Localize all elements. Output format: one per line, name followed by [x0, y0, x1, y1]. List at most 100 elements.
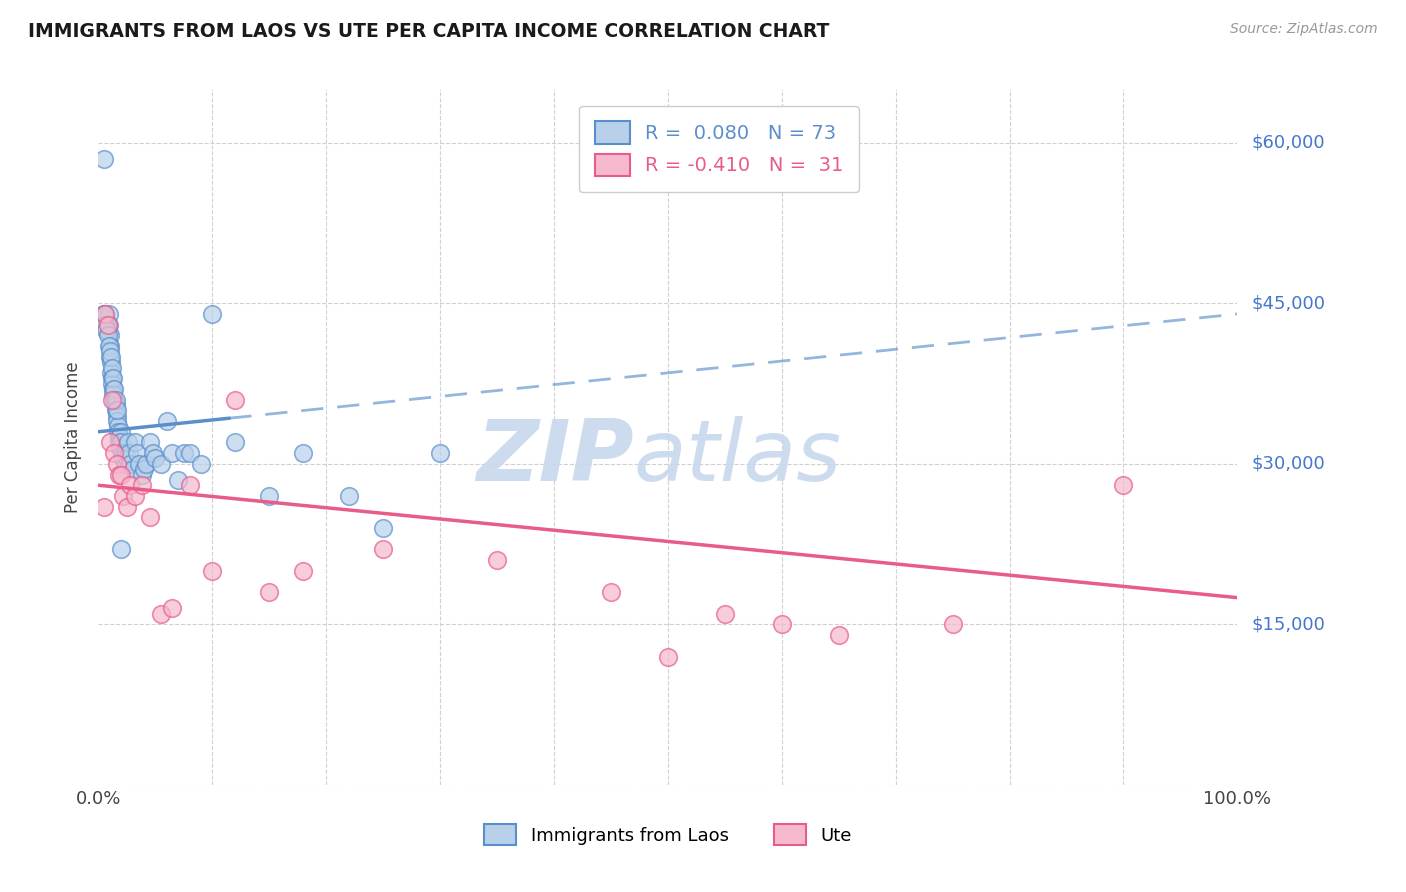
Point — [132, 462, 155, 476]
Point — [142, 446, 165, 460]
Point — [292, 446, 315, 460]
Point — [93, 307, 115, 321]
Point — [108, 467, 131, 482]
Point — [107, 419, 129, 434]
Point — [93, 500, 115, 514]
Point — [108, 441, 131, 455]
Point — [96, 318, 118, 332]
Text: IMMIGRANTS FROM LAOS VS UTE PER CAPITA INCOME CORRELATION CHART: IMMIGRANTS FROM LAOS VS UTE PER CAPITA I… — [28, 22, 830, 41]
Point — [93, 307, 115, 321]
Point — [259, 489, 281, 503]
Point — [429, 446, 451, 460]
Point — [104, 403, 127, 417]
Point — [714, 607, 737, 621]
Point — [101, 371, 124, 385]
Point — [110, 467, 132, 482]
Point — [114, 457, 136, 471]
Point — [112, 451, 135, 466]
Point — [96, 328, 118, 343]
Point — [98, 435, 121, 450]
Point — [150, 457, 173, 471]
Point — [103, 392, 125, 407]
Point — [110, 542, 132, 557]
Point — [101, 360, 124, 375]
Point — [167, 473, 190, 487]
Point — [179, 478, 201, 492]
Text: $45,000: $45,000 — [1251, 294, 1326, 312]
Point — [105, 403, 128, 417]
Point — [128, 457, 150, 471]
Point — [94, 318, 117, 332]
Point — [100, 355, 122, 369]
Point — [486, 553, 509, 567]
Point — [770, 617, 793, 632]
Legend: Immigrants from Laos, Ute: Immigrants from Laos, Ute — [477, 817, 859, 853]
Point — [124, 489, 146, 503]
Point — [150, 607, 173, 621]
Point — [162, 601, 184, 615]
Point — [107, 425, 129, 439]
Point — [94, 312, 117, 326]
Point — [138, 510, 160, 524]
Text: $30,000: $30,000 — [1251, 455, 1324, 473]
Text: ZIP: ZIP — [477, 417, 634, 500]
Text: Source: ZipAtlas.com: Source: ZipAtlas.com — [1230, 22, 1378, 37]
Point — [105, 414, 128, 428]
Point — [104, 392, 127, 407]
Point — [224, 392, 246, 407]
Point — [103, 382, 125, 396]
Point — [98, 328, 121, 343]
Point — [115, 500, 138, 514]
Y-axis label: Per Capita Income: Per Capita Income — [65, 361, 83, 513]
Point — [103, 387, 125, 401]
Point — [371, 521, 394, 535]
Point — [600, 585, 623, 599]
Point — [100, 366, 122, 380]
Point — [124, 435, 146, 450]
Point — [101, 392, 124, 407]
Point — [94, 307, 117, 321]
Point — [97, 307, 120, 321]
Point — [110, 425, 132, 439]
Point — [96, 323, 118, 337]
Point — [121, 462, 143, 476]
Point — [162, 446, 184, 460]
Point — [111, 446, 134, 460]
Point — [97, 339, 120, 353]
Point — [93, 152, 115, 166]
Point — [98, 344, 121, 359]
Point — [1112, 478, 1135, 492]
Point — [97, 318, 120, 332]
Text: $15,000: $15,000 — [1251, 615, 1324, 633]
Point — [100, 350, 122, 364]
Point — [292, 564, 315, 578]
Point — [120, 457, 142, 471]
Point — [828, 628, 851, 642]
Point — [117, 435, 139, 450]
Point — [105, 457, 128, 471]
Point — [96, 318, 118, 332]
Point — [114, 446, 136, 460]
Point — [108, 435, 131, 450]
Point — [138, 435, 160, 450]
Point — [112, 489, 135, 503]
Point — [179, 446, 201, 460]
Point — [120, 478, 142, 492]
Text: atlas: atlas — [634, 417, 842, 500]
Point — [190, 457, 212, 471]
Point — [105, 409, 128, 423]
Point — [103, 446, 125, 460]
Point — [118, 446, 141, 460]
Point — [201, 307, 224, 321]
Point — [145, 451, 167, 466]
Point — [104, 398, 127, 412]
Point — [127, 446, 149, 460]
Point — [103, 371, 125, 385]
Point — [98, 339, 121, 353]
Point — [201, 564, 224, 578]
Point — [108, 430, 131, 444]
Point — [131, 478, 153, 492]
Point — [337, 489, 360, 503]
Point — [173, 446, 195, 460]
Point — [259, 585, 281, 599]
